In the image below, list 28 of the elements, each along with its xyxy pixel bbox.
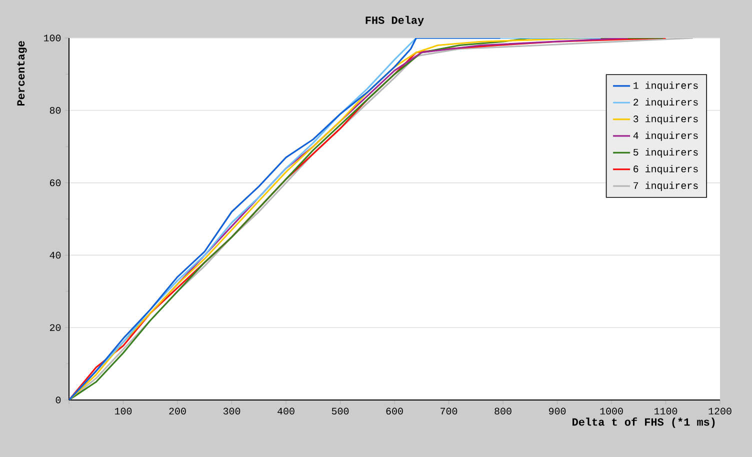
x-tick-label: 200 [169, 408, 186, 415]
x-tick-label: 100 [115, 408, 132, 415]
x-tick-label: 600 [386, 408, 403, 415]
x-tick-label: 800 [494, 408, 512, 415]
legend-label: 1 inquirers [634, 82, 698, 91]
y-tick-label: 40 [50, 252, 61, 259]
y-tick-label: 100 [44, 34, 61, 42]
x-tick-label: 700 [440, 408, 458, 415]
y-tick-label: 20 [50, 324, 61, 331]
x-tick-label: 1100 [654, 408, 678, 415]
legend-label: 5 inquirers [633, 148, 698, 158]
y-tick-label: 0 [56, 396, 61, 404]
legend-label: 7 inquirers [634, 182, 698, 191]
x-tick-label: 1200 [708, 408, 732, 415]
y-tick-label: 80 [50, 107, 61, 114]
x-tick-label: 900 [548, 408, 566, 415]
legend-label: 3 inquirers [633, 114, 698, 124]
x-axis-title: Delta t of FHS (*1 ms) [572, 418, 715, 428]
x-tick-label: 500 [332, 408, 349, 415]
x-tick-label: 400 [278, 408, 294, 415]
y-axis-title: Percentage [17, 41, 27, 106]
chart-title: FHS Delay [366, 16, 424, 26]
y-tick-label: 60 [50, 179, 61, 186]
legend-label: 2 inquirers [634, 98, 698, 108]
legend-label: 4 inquirers [633, 132, 698, 141]
x-tick-label: 300 [223, 408, 240, 415]
x-tick-label: 1000 [600, 408, 623, 415]
legend-label: 6 inquirers [634, 164, 698, 174]
